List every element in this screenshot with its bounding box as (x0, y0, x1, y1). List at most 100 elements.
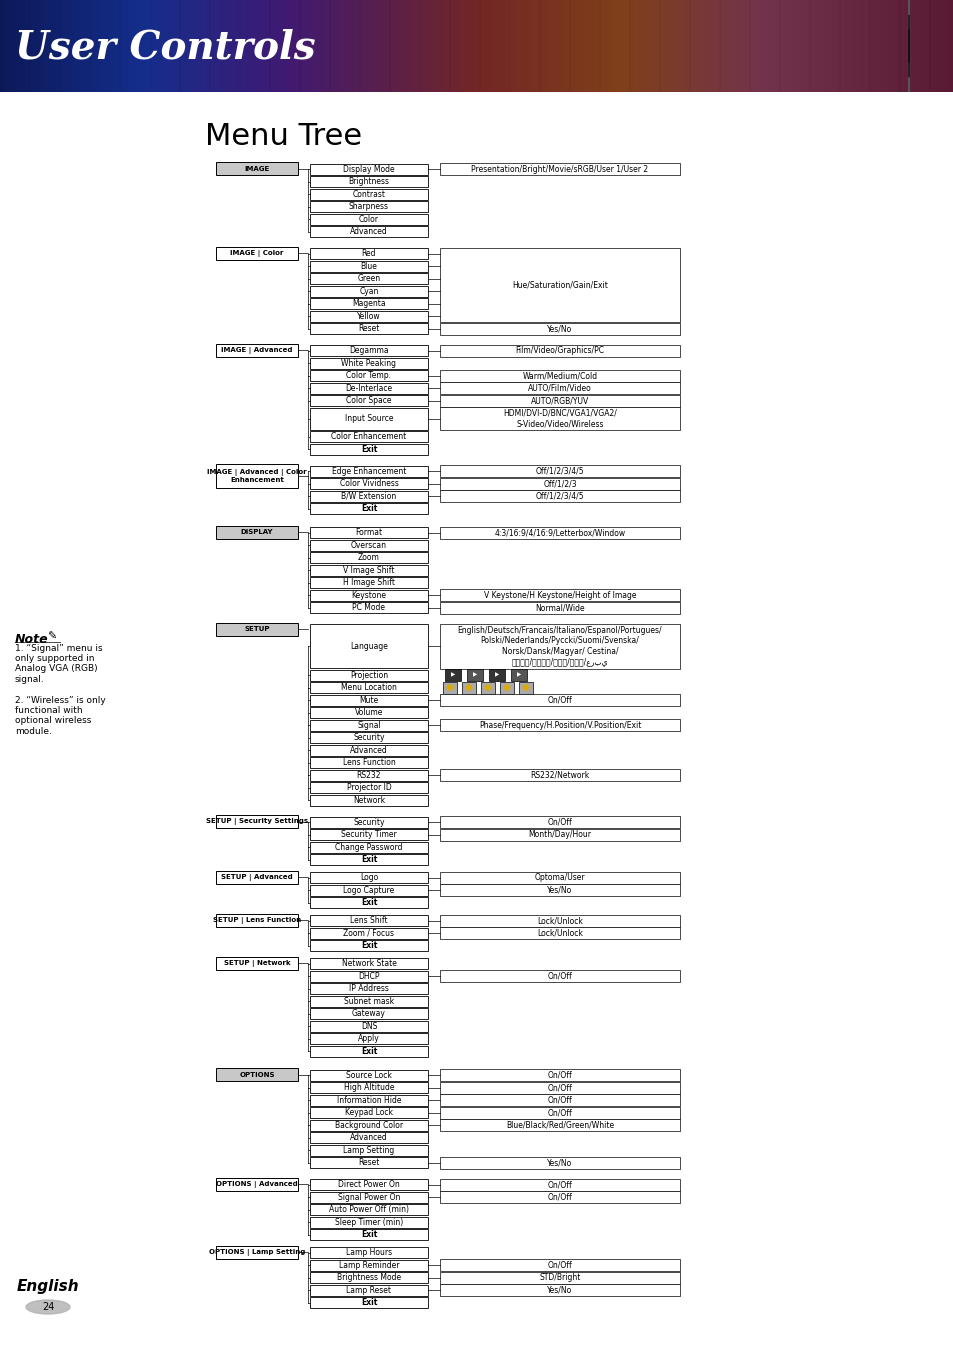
Text: Exit: Exit (360, 444, 376, 454)
Text: Keypad Lock: Keypad Lock (345, 1108, 393, 1117)
Text: H Image Shift: H Image Shift (343, 578, 395, 588)
Bar (310, 214, 428, 225)
Text: On/Off: On/Off (547, 1095, 572, 1105)
Text: ▶: ▶ (473, 673, 476, 677)
Text: Background Color: Background Color (335, 1121, 402, 1129)
Bar (439, 382, 679, 394)
Bar (310, 940, 428, 951)
Bar (215, 871, 297, 884)
Text: Month/Day/Hour: Month/Day/Hour (528, 830, 591, 839)
Text: Projector ID: Projector ID (346, 783, 391, 792)
Text: Overscan: Overscan (351, 540, 387, 550)
Bar (310, 260, 428, 272)
Text: IMAGE | Advanced: IMAGE | Advanced (221, 347, 293, 353)
Text: Language: Language (350, 642, 388, 650)
Text: On/Off: On/Off (547, 972, 572, 980)
Text: Projection: Projection (350, 670, 388, 680)
Bar (310, 298, 428, 309)
Text: V Image Shift: V Image Shift (343, 566, 395, 574)
Text: Note: Note (15, 632, 49, 646)
Text: OPTIONS | Lamp Setting: OPTIONS | Lamp Setting (209, 1248, 305, 1255)
Bar (310, 226, 428, 237)
Bar (310, 478, 428, 489)
Text: On/Off: On/Off (547, 1108, 572, 1117)
Text: Exit: Exit (360, 1047, 376, 1056)
Text: Contrast: Contrast (352, 190, 385, 199)
Bar (310, 466, 428, 477)
Bar (215, 956, 297, 969)
Bar (439, 1284, 679, 1296)
Text: Yes/No: Yes/No (547, 324, 572, 333)
Bar (439, 322, 679, 334)
Text: ▶: ▶ (451, 673, 455, 677)
Bar (310, 1217, 428, 1228)
Bar (310, 540, 428, 551)
Text: SETUP: SETUP (244, 626, 270, 632)
Bar (310, 1158, 428, 1169)
Circle shape (466, 685, 471, 691)
Circle shape (907, 0, 908, 93)
Bar (310, 1297, 428, 1308)
Bar (215, 525, 297, 539)
Bar (310, 274, 428, 284)
Text: Menu Location: Menu Location (341, 682, 396, 692)
Bar (439, 1082, 679, 1094)
Text: Lens Function: Lens Function (342, 758, 395, 768)
Bar (310, 682, 428, 693)
Text: Change Password: Change Password (335, 842, 402, 852)
Text: ▶: ▶ (495, 673, 498, 677)
Text: AUTO/RGB/YUV: AUTO/RGB/YUV (530, 397, 589, 405)
Text: Auto Power Off (min): Auto Power Off (min) (329, 1205, 409, 1215)
Text: HDMI/DVI-D/BNC/VGA1/VGA2/
S-Video/Video/Wireless: HDMI/DVI-D/BNC/VGA1/VGA2/ S-Video/Video/… (502, 409, 617, 428)
Text: DISPLAY: DISPLAY (240, 529, 273, 535)
Text: Normal/Wide: Normal/Wide (535, 603, 584, 612)
Bar (310, 842, 428, 853)
Bar (439, 478, 679, 490)
Text: Subnet mask: Subnet mask (344, 997, 394, 1006)
Text: On/Off: On/Off (547, 1181, 572, 1189)
Text: Blue/Black/Red/Green/White: Blue/Black/Red/Green/White (505, 1121, 614, 1129)
Text: On/Off: On/Off (547, 818, 572, 826)
Bar (310, 1247, 428, 1258)
Bar (310, 670, 428, 681)
Bar (310, 1070, 428, 1080)
Text: 24: 24 (42, 1303, 54, 1312)
Text: English: English (16, 1280, 79, 1294)
Bar (439, 344, 679, 356)
Text: Lamp Setting: Lamp Setting (343, 1145, 395, 1155)
Bar (310, 695, 428, 705)
Text: 1. “Signal” menu is
only supported in
Analog VGA (RGB)
signal.

2. “Wireless” is: 1. “Signal” menu is only supported in An… (15, 643, 106, 735)
Text: Lamp Reminder: Lamp Reminder (338, 1261, 399, 1270)
Text: IMAGE | Advanced | Color
Enhancement: IMAGE | Advanced | Color Enhancement (207, 468, 307, 483)
Text: Sharpness: Sharpness (349, 202, 389, 211)
Text: Exit: Exit (360, 1229, 376, 1239)
Text: Color: Color (358, 214, 378, 223)
Bar (310, 872, 428, 883)
Text: Format: Format (355, 528, 382, 538)
Text: OPTIONS | Advanced: OPTIONS | Advanced (216, 1181, 297, 1187)
Bar (215, 162, 297, 175)
Bar (442, 681, 456, 693)
Text: Lock/Unlock: Lock/Unlock (537, 929, 582, 937)
Bar (439, 719, 679, 731)
Circle shape (523, 685, 528, 691)
Circle shape (447, 685, 452, 691)
Text: Gateway: Gateway (352, 1009, 386, 1018)
Bar (439, 162, 679, 175)
Bar (439, 527, 679, 539)
Text: Lens Shift: Lens Shift (350, 917, 388, 925)
Text: English/Deutsch/Francais/Italiano/Espanol/Portugues/
Polski/Nederlands/Pyccki/Su: English/Deutsch/Francais/Italiano/Espano… (457, 626, 661, 666)
Bar (310, 286, 428, 297)
Bar (310, 552, 428, 563)
Text: Advanced: Advanced (350, 746, 388, 754)
Text: Logo: Logo (359, 873, 377, 881)
Text: Edge Enhancement: Edge Enhancement (332, 467, 406, 475)
Text: Sleep Timer (min): Sleep Timer (min) (335, 1217, 403, 1227)
Text: Exit: Exit (360, 504, 376, 513)
Bar (480, 681, 495, 693)
Bar (439, 370, 679, 382)
Bar (439, 408, 679, 431)
Text: Network State: Network State (341, 959, 396, 968)
Bar (439, 816, 679, 829)
Bar (310, 898, 428, 909)
